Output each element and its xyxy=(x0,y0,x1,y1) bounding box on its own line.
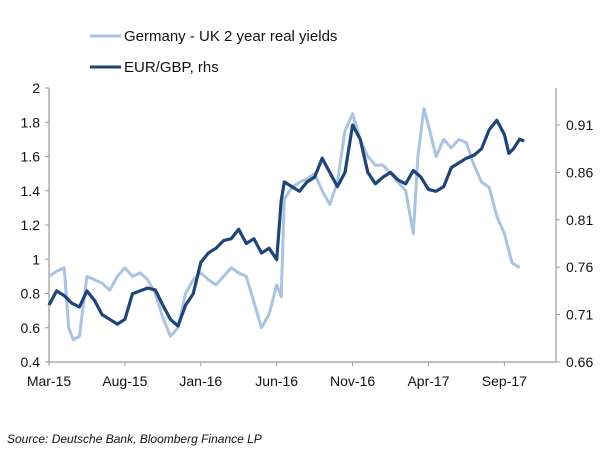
left-tick-label: 1.2 xyxy=(21,217,41,233)
legend-label: Germany - UK 2 year real yields xyxy=(124,28,337,45)
left-tick-label: 1.8 xyxy=(21,114,41,130)
left-tick-label: 1.4 xyxy=(21,183,41,199)
series-line-eurgbp xyxy=(47,118,525,328)
right-tick-label: 0.91 xyxy=(566,117,593,133)
right-tick-label: 0.66 xyxy=(566,354,593,370)
right-tick-label: 0.71 xyxy=(566,307,593,323)
x-tick-label: Jan-16 xyxy=(179,373,222,389)
right-tick-label: 0.81 xyxy=(566,212,593,228)
right-tick-label: 0.86 xyxy=(566,164,593,180)
series-line-yields xyxy=(48,107,521,342)
x-tick-label: Sep-17 xyxy=(482,373,527,389)
x-tick-label: Jun-16 xyxy=(255,373,298,389)
right-tick-label: 0.76 xyxy=(566,259,593,275)
x-tick-label: Aug-15 xyxy=(102,373,147,389)
left-tick-label: 2 xyxy=(32,80,40,96)
left-tick-label: 0.6 xyxy=(21,320,41,336)
left-tick-label: 1 xyxy=(32,251,40,267)
x-tick-label: Nov-16 xyxy=(330,373,375,389)
source-note: Source: Deutsche Bank, Bloomberg Finance… xyxy=(7,432,262,446)
left-tick-label: 1.6 xyxy=(21,149,41,165)
x-tick-label: Mar-15 xyxy=(27,373,72,389)
x-tick-label: Apr-17 xyxy=(407,373,449,389)
legend-label: EUR/GBP, rhs xyxy=(124,59,219,76)
left-tick-label: 0.4 xyxy=(21,354,41,370)
left-tick-label: 0.8 xyxy=(21,286,41,302)
